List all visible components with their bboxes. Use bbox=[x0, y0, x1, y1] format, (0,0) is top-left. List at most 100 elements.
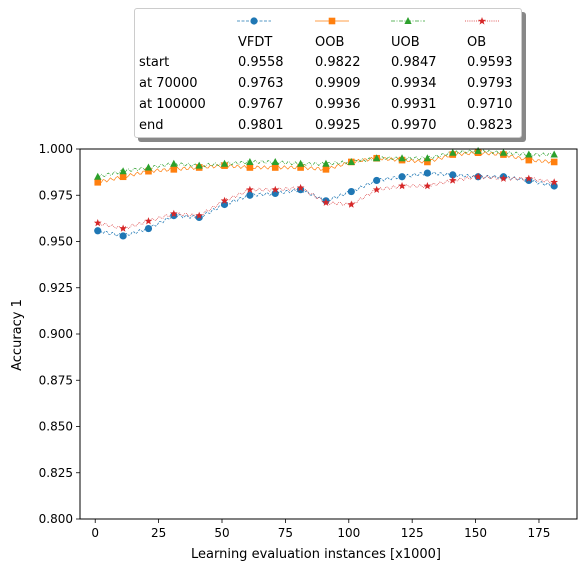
x-tick-label: 25 bbox=[151, 526, 166, 540]
data-point-ob bbox=[474, 172, 482, 180]
data-point-vfdt bbox=[373, 176, 381, 185]
legend-column-uob: UOB bbox=[391, 35, 420, 50]
data-point-uob bbox=[94, 172, 102, 180]
data-point-vfdt bbox=[423, 169, 431, 177]
legend-row-label: end bbox=[139, 118, 164, 133]
data-point-ob bbox=[423, 182, 432, 190]
legend-cell: 0.9936 bbox=[315, 97, 361, 112]
data-point-vfdt bbox=[144, 224, 153, 233]
legend-cell: 0.9970 bbox=[391, 118, 437, 133]
data-point-uob bbox=[372, 154, 381, 162]
data-point-oob bbox=[170, 166, 178, 173]
data-point-ob bbox=[398, 182, 406, 190]
x-axis: 0 25 50 75 100 125 150 175 bbox=[91, 519, 550, 540]
legend-cell: 0.9934 bbox=[391, 76, 437, 91]
x-tick-label: 0 bbox=[91, 526, 99, 540]
data-point-oob bbox=[94, 179, 102, 186]
data-point-oob bbox=[246, 164, 254, 171]
data-point-vfdt bbox=[119, 232, 127, 240]
data-point-uob bbox=[499, 148, 508, 156]
y-tick-label: 0.875 bbox=[39, 373, 73, 387]
legend-table: VFDT OOB UOB OB start 0.9558 0.9822 0.98… bbox=[134, 8, 522, 138]
y-axis: 0.800 0.825 0.850 0.875 0.900 0.925 0.950 0.975… bbox=[39, 142, 80, 526]
data-point-ob bbox=[119, 224, 127, 232]
legend-cell: 0.9763 bbox=[238, 76, 284, 91]
data-point-oob bbox=[297, 164, 304, 171]
legend-cell: 0.9558 bbox=[238, 55, 284, 70]
legend-column-vfdt: VFDT bbox=[238, 35, 273, 50]
y-axis-label: Accuracy 1 bbox=[10, 299, 25, 371]
data-point-uob bbox=[144, 163, 153, 171]
legend-cell: 0.9710 bbox=[467, 97, 513, 112]
data-point-uob bbox=[195, 161, 203, 169]
y-tick-label: 0.825 bbox=[39, 466, 73, 480]
data-point-vfdt bbox=[246, 191, 254, 199]
data-point-uob bbox=[246, 157, 254, 165]
y-tick-label: 0.850 bbox=[39, 420, 73, 434]
data-point-uob bbox=[296, 159, 305, 167]
data-point-uob bbox=[474, 146, 482, 154]
data-point-uob bbox=[347, 157, 356, 165]
legend-cell: 0.9847 bbox=[391, 55, 437, 70]
legend-marker-ob bbox=[465, 17, 499, 25]
legend-header-row: VFDT OOB UOB OB bbox=[135, 33, 521, 53]
x-tick-label: 75 bbox=[278, 526, 293, 540]
data-point-ob bbox=[220, 196, 229, 205]
data-point-ob bbox=[246, 185, 254, 193]
data-point-vfdt bbox=[347, 187, 355, 196]
data-point-uob bbox=[449, 148, 457, 156]
legend-marker-oob bbox=[315, 17, 349, 25]
data-point-ob bbox=[170, 209, 178, 217]
data-point-oob bbox=[119, 173, 127, 181]
legend-row-start: start 0.9558 0.9822 0.9847 0.9593 bbox=[135, 53, 521, 73]
x-tick-label: 125 bbox=[401, 526, 424, 540]
legend-cell: 0.9823 bbox=[467, 118, 513, 133]
legend-cell: 0.9801 bbox=[238, 118, 284, 133]
data-point-ob bbox=[93, 219, 102, 227]
data-point-ob bbox=[144, 217, 153, 225]
data-point-uob bbox=[220, 159, 229, 167]
x-tick-label: 150 bbox=[464, 526, 487, 540]
data-point-ob bbox=[525, 174, 533, 182]
legend-column-ob: OB bbox=[467, 35, 487, 50]
y-tick-label: 0.950 bbox=[39, 235, 73, 249]
x-tick-label: 100 bbox=[337, 526, 360, 540]
y-tick-label: 0.975 bbox=[39, 188, 73, 202]
y-tick-label: 0.900 bbox=[39, 327, 73, 341]
series-markers bbox=[93, 146, 558, 240]
data-point-ob bbox=[296, 183, 305, 192]
data-point-uob bbox=[119, 167, 127, 175]
data-point-ob bbox=[550, 178, 558, 186]
legend-marker-vfdt bbox=[237, 17, 271, 25]
data-point-oob bbox=[525, 156, 533, 164]
legend-row-label: start bbox=[139, 55, 170, 70]
data-point-uob bbox=[525, 150, 533, 158]
y-tick-label: 1.000 bbox=[39, 142, 73, 156]
legend-row-100000: at 100000 0.9767 0.9936 0.9931 0.9710 bbox=[135, 95, 521, 115]
data-point-oob bbox=[271, 164, 279, 171]
legend-cell: 0.9767 bbox=[238, 97, 284, 112]
y-tick-label: 0.800 bbox=[39, 512, 73, 526]
data-point-uob bbox=[423, 154, 432, 162]
legend-cell: 0.9909 bbox=[315, 76, 361, 91]
data-point-uob bbox=[170, 159, 178, 167]
legend-row-label: at 100000 bbox=[139, 97, 206, 112]
data-point-vfdt bbox=[398, 173, 406, 181]
data-point-oob bbox=[424, 158, 431, 166]
legend-column-oob: OOB bbox=[315, 35, 345, 50]
data-point-ob bbox=[322, 198, 330, 206]
data-point-oob bbox=[145, 167, 152, 175]
data-point-uob bbox=[398, 154, 406, 162]
legend-cell: 0.9593 bbox=[467, 55, 513, 70]
legend-cell: 0.9931 bbox=[391, 97, 437, 112]
legend-row-end: end 0.9801 0.9925 0.9970 0.9823 bbox=[135, 116, 521, 136]
legend-marker-uob bbox=[391, 17, 425, 24]
x-tick-label: 50 bbox=[214, 526, 229, 540]
x-tick-label: 175 bbox=[528, 526, 551, 540]
data-point-oob bbox=[322, 166, 330, 173]
legend-cell: 0.9822 bbox=[315, 55, 361, 70]
legend-row-70000: at 70000 0.9763 0.9909 0.9934 0.9793 bbox=[135, 74, 521, 94]
data-point-ob bbox=[195, 211, 203, 219]
data-point-vfdt bbox=[94, 227, 102, 235]
